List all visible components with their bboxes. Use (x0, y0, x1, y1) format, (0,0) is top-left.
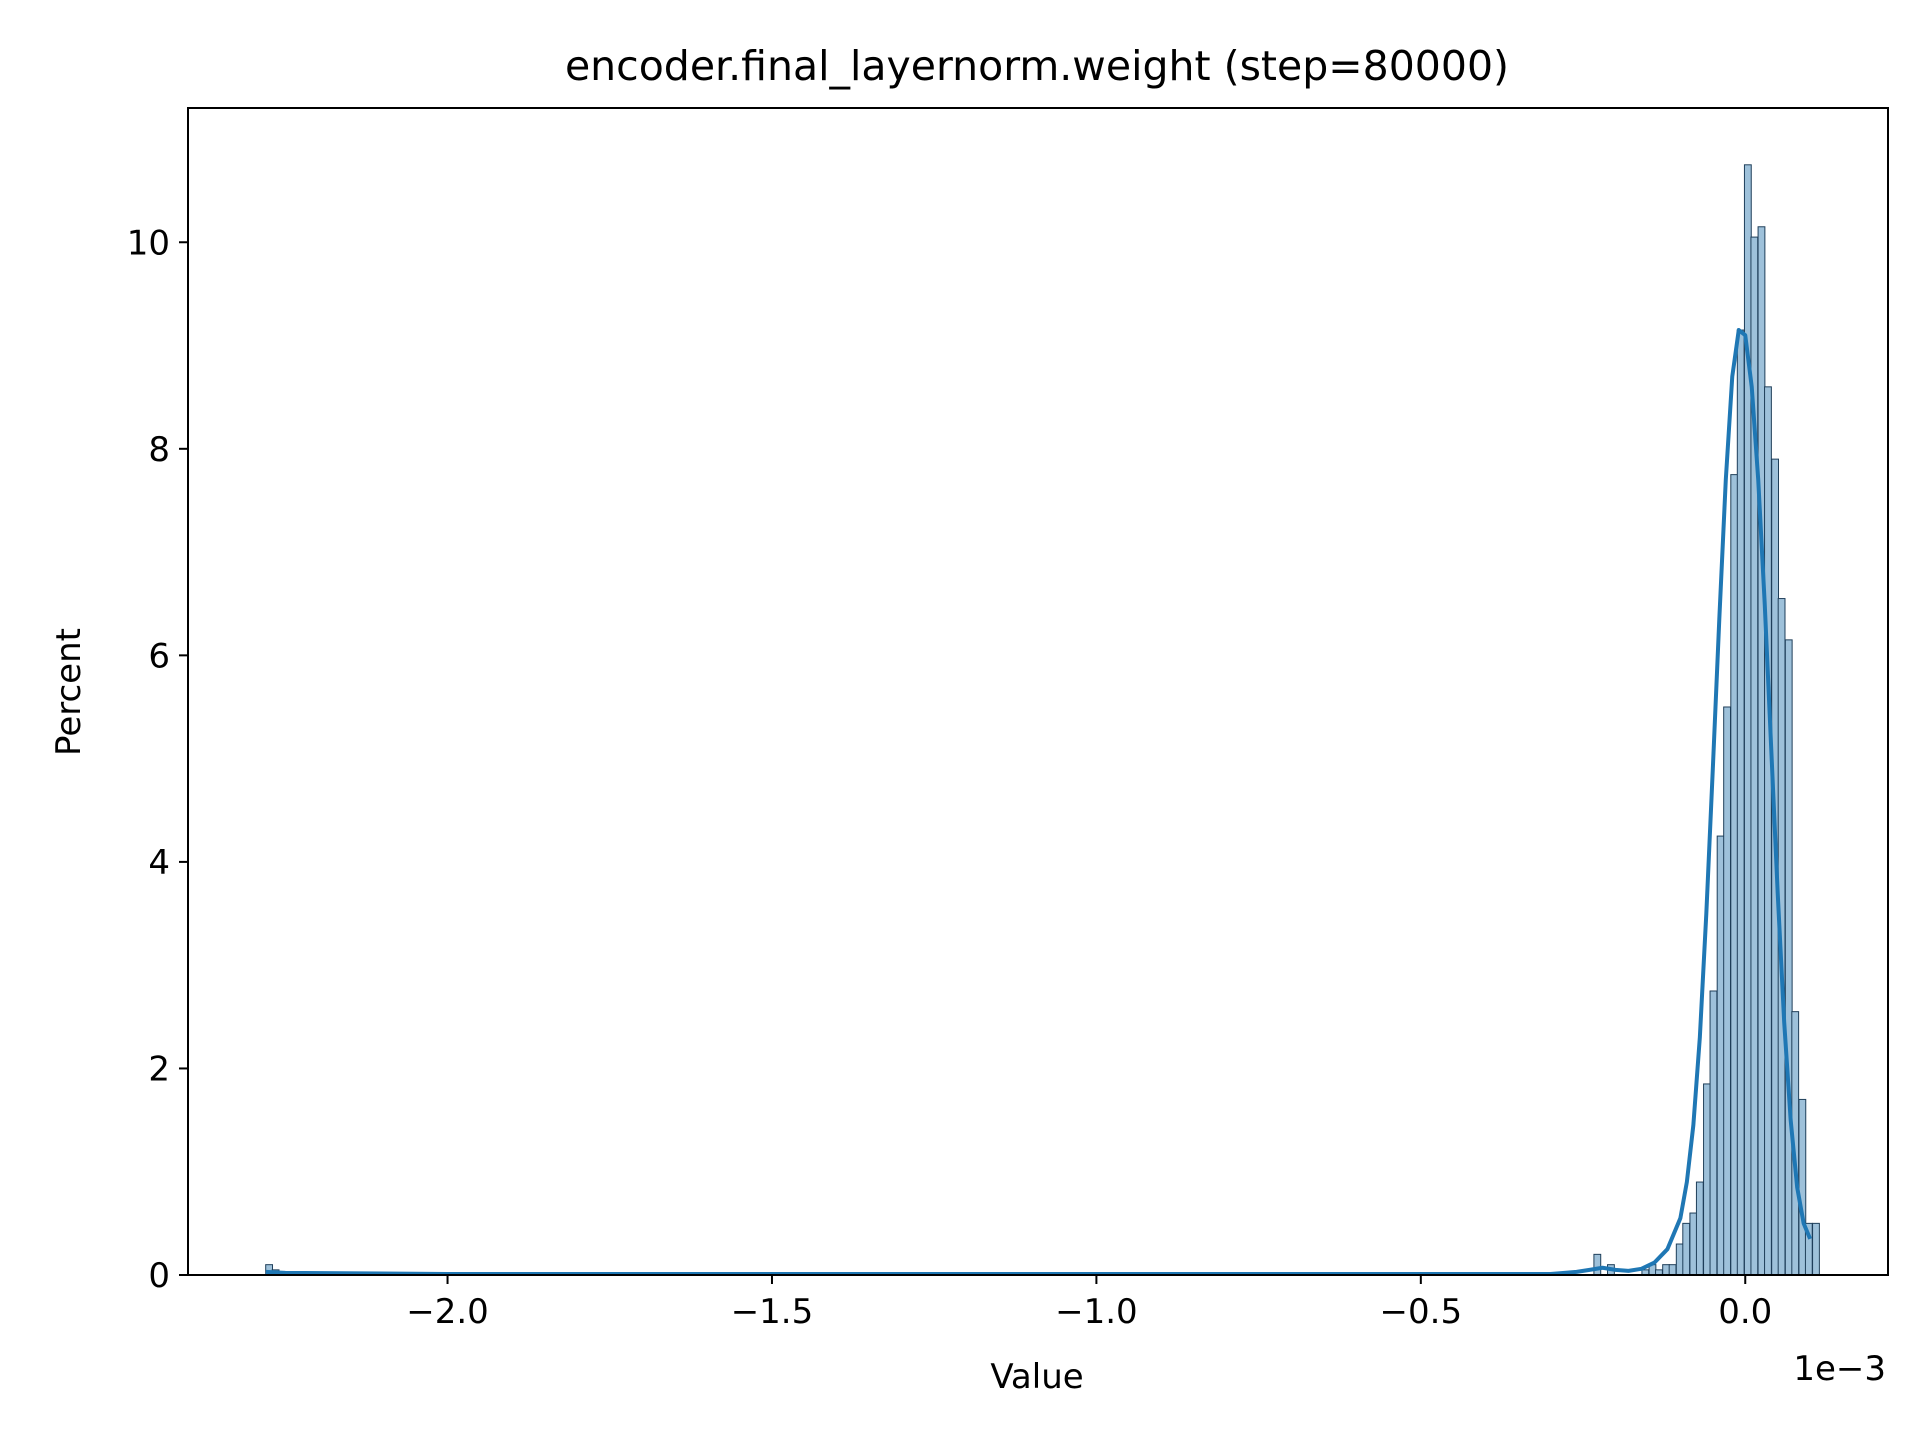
axes-frame (187, 107, 1889, 1276)
kde-curve (265, 328, 1812, 1276)
histogram-bar (1689, 1212, 1698, 1276)
histogram-bar (1757, 226, 1766, 1276)
y-axis-label: Percent (49, 628, 89, 756)
histogram-bar (1695, 1181, 1704, 1276)
histogram-bar (1736, 329, 1745, 1276)
histogram-bar (1716, 835, 1725, 1276)
histogram-bar (1709, 990, 1718, 1276)
histogram-bar (1593, 1253, 1602, 1276)
y-tick-label: 4 (148, 843, 170, 883)
histogram-bar (1784, 639, 1793, 1276)
histogram-bar (1723, 706, 1731, 1276)
y-tick-label: 0 (148, 1256, 170, 1296)
x-tick-label: −2.0 (406, 1292, 489, 1332)
histogram-bar (1730, 474, 1739, 1276)
histogram-bar (1675, 1243, 1684, 1276)
y-tick-label: 6 (148, 636, 170, 676)
x-tick-label: −1.5 (731, 1292, 814, 1332)
histogram-bar (1668, 1264, 1677, 1276)
y-tick-label: 2 (148, 1049, 170, 1089)
y-tick-label: 10 (127, 223, 170, 263)
histogram-bars (265, 164, 1820, 1276)
histogram-bar (1812, 1222, 1820, 1276)
x-tick-label: −0.5 (1380, 1292, 1463, 1332)
histogram-bar (1798, 1098, 1807, 1276)
x-axis-ticks: −2.0 −1.5 −1.0 −0.5 0.0 (406, 1275, 1772, 1332)
y-axis-ticks: 0 2 4 6 8 10 (127, 223, 188, 1296)
histogram-bar (1682, 1222, 1691, 1276)
x-tick-label: 0.0 (1718, 1292, 1772, 1332)
histogram-bar (1764, 386, 1772, 1276)
histogram-bar (1703, 1083, 1711, 1276)
x-axis-label: Value (990, 1357, 1083, 1397)
y-tick-label: 8 (148, 430, 170, 470)
histogram-bar (1743, 164, 1752, 1276)
histogram-bar (1662, 1264, 1670, 1276)
x-tick-label: −1.0 (1055, 1292, 1138, 1332)
chart-title: encoder.final_layernorm.weight (step=800… (565, 42, 1509, 90)
x-axis-offset-label: 1e−3 (1793, 1349, 1886, 1389)
